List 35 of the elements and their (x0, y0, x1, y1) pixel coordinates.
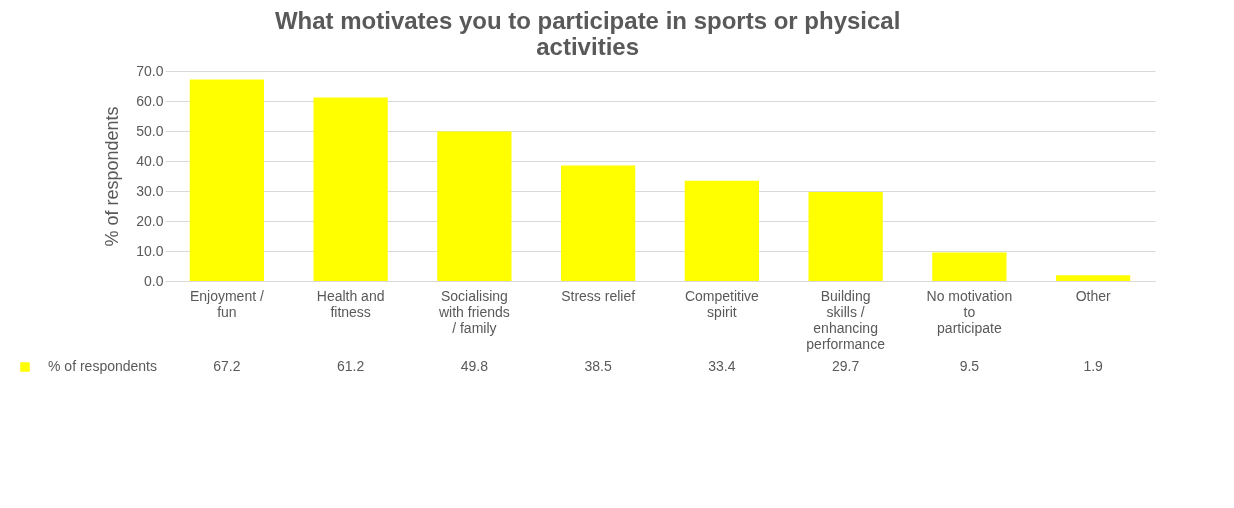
y-axis-title: % of respondents (102, 106, 123, 247)
data-label: 49.8 (460, 358, 489, 374)
data-label: 61.2 (337, 358, 365, 374)
y-tick-label: 70.0 (136, 62, 164, 79)
y-tick-label: 10.0 (136, 242, 164, 259)
x-tick-label: Enjoyment / fun (189, 287, 264, 320)
bar (932, 252, 1007, 281)
x-tick-label: Health and fitness (316, 287, 385, 320)
y-tick-label: 30.0 (136, 182, 164, 199)
x-tick-label: Competitive spirit (684, 287, 760, 320)
x-tick-label: No motivation to participate (926, 287, 1013, 336)
data-label: 38.5 (584, 358, 612, 374)
bar (561, 165, 636, 281)
chart-title: What motivates you to participate in sports or physical activities (274, 7, 901, 60)
x-tick-label: Building skills / enhancing performance (806, 287, 886, 352)
x-tick-label: Socialising with friends / family (437, 287, 510, 336)
y-tick-label: 20.0 (136, 212, 164, 229)
bar (1056, 275, 1131, 281)
data-label: 33.4 (708, 358, 736, 374)
y-tick-label: 50.0 (136, 122, 164, 139)
legend-label: % of respondents (48, 358, 157, 374)
bar (313, 97, 388, 281)
bar (437, 131, 512, 281)
bar (808, 191, 883, 281)
y-tick-label: 60.0 (136, 92, 164, 109)
bar (189, 79, 264, 281)
y-tick-label: 40.0 (136, 152, 164, 169)
x-tick-label: Other (1075, 287, 1111, 304)
x-tick-label: Stress relief (561, 287, 636, 304)
bar (684, 180, 759, 281)
data-label: 9.5 (959, 358, 980, 374)
data-label: 1.9 (1083, 358, 1104, 374)
data-label: 67.2 (213, 358, 241, 374)
y-tick-label: 0.0 (144, 272, 164, 289)
data-label: 29.7 (832, 358, 860, 374)
